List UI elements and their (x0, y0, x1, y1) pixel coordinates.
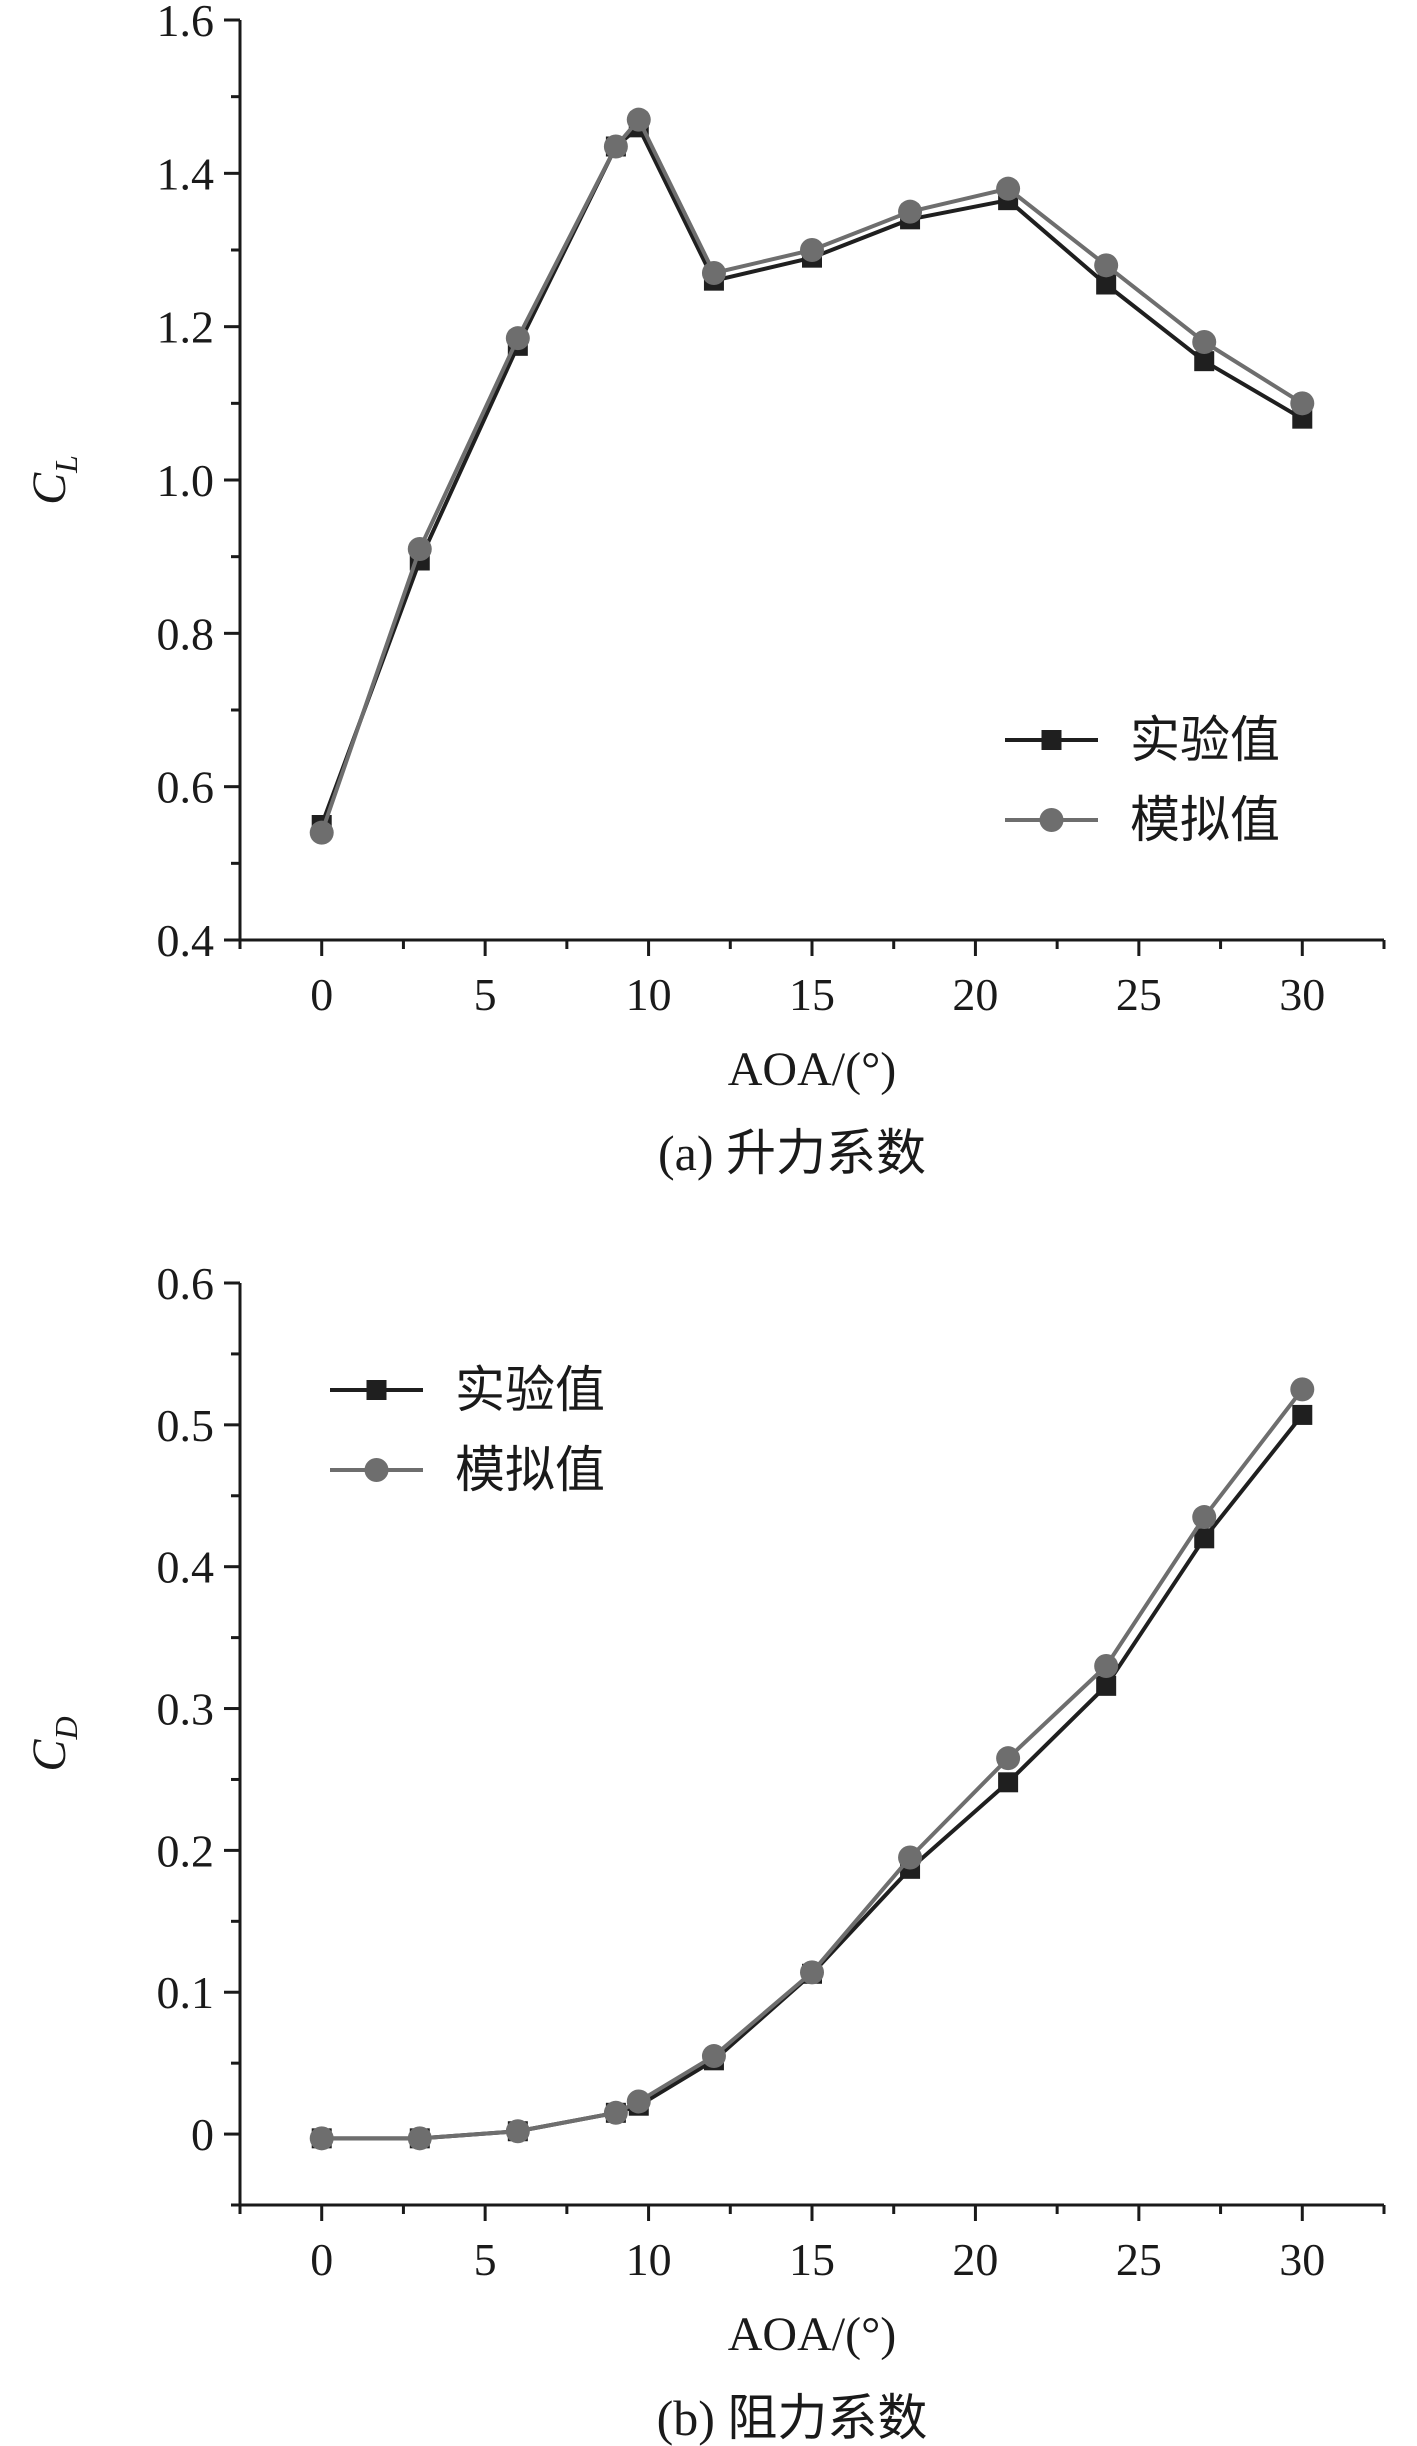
data-point-simulated (800, 238, 824, 262)
data-point-simulated (626, 2089, 651, 2114)
y-tick-label: 0.2 (157, 1825, 215, 1876)
x-tick-label: 0 (310, 2234, 333, 2285)
y-tick-label: 0.8 (157, 608, 215, 659)
y-tick-label: 0.4 (157, 915, 215, 966)
data-point-simulated (407, 537, 432, 561)
data-point-simulated (1094, 1653, 1119, 1678)
data-point-simulated (701, 2044, 726, 2069)
y-tick-label: 0.1 (157, 1967, 215, 2018)
chart-caption: (a) 升力系数 (658, 1125, 926, 1181)
data-point-experimental (1194, 351, 1215, 372)
data-point-simulated (701, 261, 726, 285)
x-axis-title: AOA/(°) (728, 2308, 897, 2361)
data-point-simulated (1290, 1377, 1315, 1402)
legend-label: 模拟值 (455, 1441, 605, 1499)
data-point-simulated (996, 176, 1021, 201)
data-point-simulated (505, 2119, 530, 2144)
series-line-simulated (321, 1388, 1304, 2141)
data-point-simulated (309, 820, 334, 845)
y-axis-title-main: C (23, 472, 76, 505)
x-tick-label: 20 (952, 2234, 998, 2285)
series-line-experimental (319, 125, 1304, 826)
data-point-simulated (626, 107, 651, 132)
x-tick-label: 20 (952, 969, 998, 1020)
data-point-experimental (1194, 1528, 1215, 1549)
x-tick-label: 15 (789, 969, 835, 1020)
legend-label: 模拟值 (1130, 791, 1280, 849)
x-tick-label: 10 (626, 969, 672, 1020)
y-axis-title-main: C (23, 1739, 76, 1772)
data-point-simulated (898, 199, 923, 224)
drag-coefficient-chart: 0 0.1 0.2 0.3 0.4 0.5 0.6 0 5 10 15 20 25 30 AOA/(°) CD… (23, 1258, 1386, 2446)
legend-marker-square (366, 1380, 387, 1400)
data-point-simulated (1192, 1505, 1217, 1530)
y-tick-label: 1.0 (157, 455, 215, 506)
y-axis-title-sub: D (48, 1716, 84, 1740)
data-point-experimental (998, 1772, 1019, 1793)
legend-label: 实验值 (455, 1361, 605, 1419)
series-line-simulated (319, 117, 1304, 834)
x-tick-label: 5 (474, 2234, 497, 2285)
legend-marker-circle (364, 1458, 389, 1482)
x-tick-label: 10 (626, 2234, 672, 2285)
y-tick-label: 0.6 (157, 762, 215, 813)
data-point-simulated (996, 1746, 1021, 1771)
y-tick-label: 0.3 (157, 1684, 215, 1735)
x-tick-label: 5 (474, 969, 497, 1020)
data-point-experimental (1292, 1404, 1313, 1425)
data-point-simulated (505, 326, 530, 351)
y-axis-title: CD (23, 1716, 84, 1771)
legend-label: 实验值 (1130, 711, 1280, 769)
data-point-experimental (1096, 274, 1117, 295)
data-point-experimental (1096, 1675, 1117, 1696)
data-point-simulated (800, 1960, 824, 1985)
x-tick-label: 15 (789, 2234, 835, 2285)
y-axis-title: CL (23, 455, 84, 505)
y-tick-label: 1.2 (157, 302, 215, 353)
y-tick-label: 0.4 (157, 1542, 215, 1593)
y-tick-label: 1.6 (157, 0, 215, 46)
data-point-simulated (1192, 330, 1217, 354)
x-tick-label: 30 (1279, 969, 1325, 1020)
data-point-simulated (1094, 253, 1119, 278)
x-tick-label: 0 (310, 969, 333, 1020)
data-point-simulated (309, 2126, 334, 2151)
data-point-simulated (407, 2126, 432, 2151)
data-point-simulated (1290, 391, 1315, 416)
data-point-simulated (603, 2100, 628, 2125)
chart-caption: (b) 阻力系数 (657, 2390, 928, 2446)
x-tick-label: 25 (1116, 969, 1162, 1020)
y-tick-label: 0.6 (157, 1258, 215, 1309)
data-point-simulated (898, 1845, 923, 1870)
y-tick-label: 1.4 (157, 148, 215, 199)
y-tick-label: 0 (191, 2109, 214, 2160)
series-line-experimental (321, 1413, 1304, 2141)
y-tick-label: 0.5 (157, 1400, 215, 1451)
data-point-simulated (603, 134, 628, 159)
x-tick-label: 25 (1116, 2234, 1162, 2285)
x-axis-title: AOA/(°) (728, 1043, 897, 1096)
lift-coefficient-chart: 0.4 0.6 0.8 1.0 1.2 1.4 1.6 0 5 10 15 20 25 30 AOA/(°)… (23, 0, 1386, 1181)
y-axis-title-sub: L (48, 455, 84, 474)
legend-marker-circle (1039, 808, 1064, 832)
legend-marker-square (1041, 730, 1062, 750)
x-tick-label: 30 (1279, 2234, 1325, 2285)
